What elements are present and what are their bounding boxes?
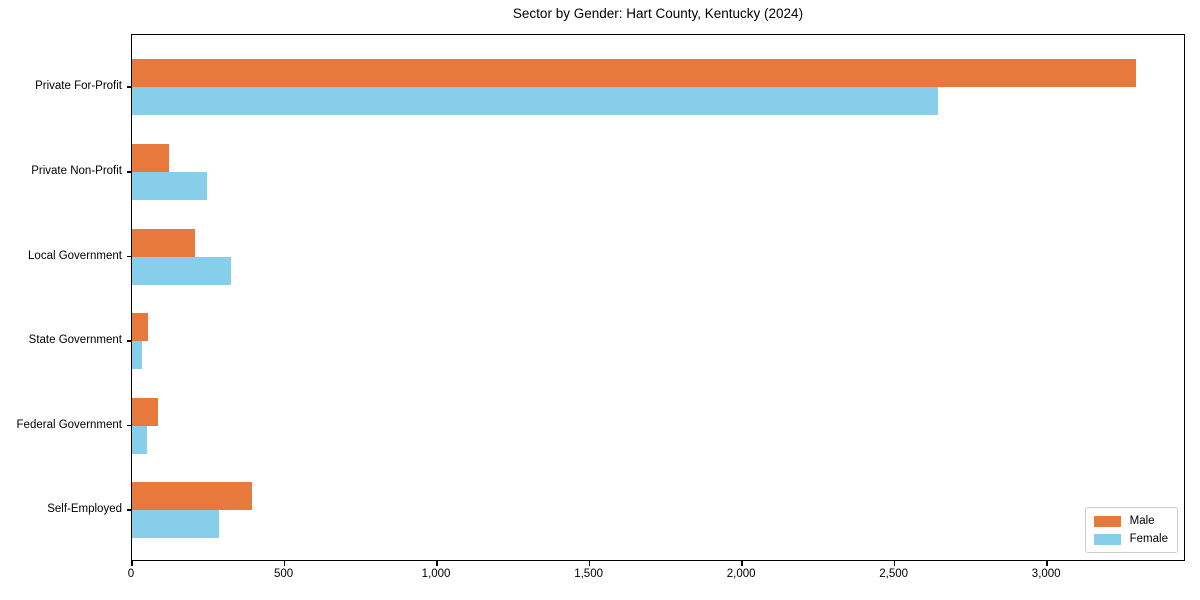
y-tick-mark <box>127 509 131 511</box>
x-tick-label-1000: 1,000 <box>421 568 451 580</box>
x-tick-label-1500: 1,500 <box>574 568 603 580</box>
y-tick-mark <box>127 171 131 173</box>
legend: Male Female <box>1084 507 1178 553</box>
x-tick-mark <box>436 561 438 566</box>
y-axis-label-federal-government: Federal Government <box>16 418 122 431</box>
x-tick-mark <box>893 561 896 566</box>
x-tick-mark <box>283 561 286 566</box>
bar-female-self-employed <box>132 510 220 539</box>
legend-swatch-male-icon <box>1093 515 1121 527</box>
bar-male-private-non-profit <box>132 144 170 172</box>
x-tick-label-0: 0 <box>127 568 135 580</box>
legend-item-male: Male <box>1093 515 1168 527</box>
y-axis-label-private-non-profit: Private Non-Profit <box>31 165 122 177</box>
y-axis-label-local-government: Local Government <box>28 249 122 262</box>
x-tick-mark <box>131 561 133 566</box>
x-tick-label-500: 500 <box>273 568 294 580</box>
bar-female-private-non-profit <box>132 172 207 200</box>
bar-female-federal-government <box>132 425 147 454</box>
chart-title: Sector by Gender: Hart County, Kentucky … <box>512 6 804 21</box>
bar-female-private-for-profit <box>132 87 938 116</box>
plot-area: Male Female <box>131 34 1185 561</box>
x-tick-label-2000: 2,000 <box>726 568 756 580</box>
legend-label-female: Female <box>1129 533 1168 545</box>
legend-label-male: Male <box>1129 515 1155 527</box>
y-tick-mark <box>127 255 131 258</box>
bar-female-state-government <box>132 341 142 370</box>
bar-male-state-government <box>132 313 148 342</box>
legend-item-female: Female <box>1093 533 1168 545</box>
bar-male-federal-government <box>132 397 159 426</box>
x-tick-mark <box>1046 561 1048 566</box>
x-tick-mark <box>741 561 743 566</box>
bar-female-local-government <box>132 256 231 285</box>
bar-male-local-government <box>132 228 196 257</box>
bar-male-private-for-profit <box>132 59 1136 88</box>
legend-swatch-female-icon <box>1093 533 1121 545</box>
y-axis-label-state-government: State Government <box>28 334 122 347</box>
x-tick-mark <box>588 561 591 566</box>
y-tick-mark <box>127 340 131 342</box>
x-tick-label-3000: 3,000 <box>1031 568 1061 580</box>
y-tick-mark <box>127 424 131 427</box>
bar-male-self-employed <box>132 482 252 511</box>
x-tick-label-2500: 2,500 <box>879 568 909 580</box>
y-tick-mark <box>127 86 131 88</box>
y-axis-label-self-employed: Self-Employed <box>47 503 122 516</box>
y-axis-label-private-for-profit: Private For-Profit <box>35 80 122 93</box>
